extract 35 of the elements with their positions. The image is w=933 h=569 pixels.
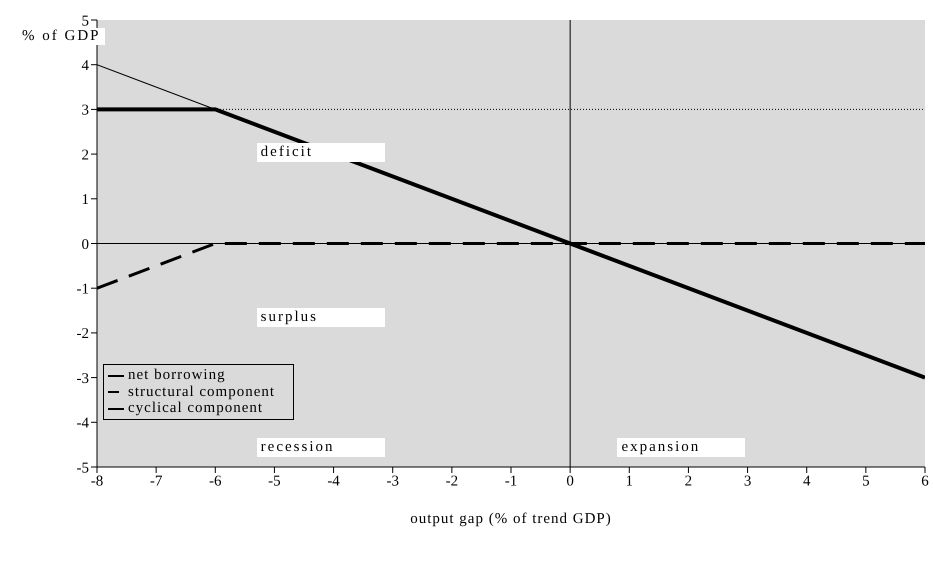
y-tick-label: -1 <box>76 282 89 298</box>
legend-label: net borrowing <box>128 367 226 384</box>
x-tick-label: 2 <box>684 474 692 490</box>
legend-label: structural component <box>128 384 276 400</box>
y-tick-label: -5 <box>76 460 89 476</box>
text-box: recession <box>256 438 385 458</box>
y-axis-title: % of GDP <box>18 28 104 45</box>
text-box: expansion <box>617 438 746 458</box>
x-tick-label: -3 <box>386 474 399 490</box>
x-tick-label: 4 <box>802 474 811 490</box>
text-box: deficit <box>256 143 385 162</box>
y-tick-label: 4 <box>82 58 90 74</box>
y-tick-label: -4 <box>76 416 90 432</box>
y-tick-label: 2 <box>82 147 89 164</box>
y-tick-label: 5 <box>82 13 89 30</box>
y-tick-label: 3 <box>82 102 89 119</box>
x-tick-label: 5 <box>862 474 870 490</box>
legend-label: cyclical component <box>128 400 264 416</box>
text-box: surplus <box>256 308 385 328</box>
x-tick-label: 3 <box>744 474 752 490</box>
y-tick-label: -3 <box>76 370 89 387</box>
x-tick-label: 6 <box>921 474 930 490</box>
x-tick-label: -4 <box>327 474 340 490</box>
x-tick-label: 0 <box>566 474 574 490</box>
x-tick-label: -2 <box>446 474 458 490</box>
x-tick-label: -6 <box>209 474 222 490</box>
y-tick-label: 1 <box>82 192 89 208</box>
y-tick-label: 0 <box>82 236 89 253</box>
x-tick-label: -7 <box>150 474 163 490</box>
x-tick-label: -1 <box>504 474 518 490</box>
x-tick-label: -5 <box>268 474 281 490</box>
x-tick-label: 1 <box>626 474 634 490</box>
y-tick-label: -2 <box>76 326 89 342</box>
x-axis-title: output gap (% of trend GDP) <box>410 511 612 527</box>
x-tick-label: -8 <box>90 474 104 490</box>
